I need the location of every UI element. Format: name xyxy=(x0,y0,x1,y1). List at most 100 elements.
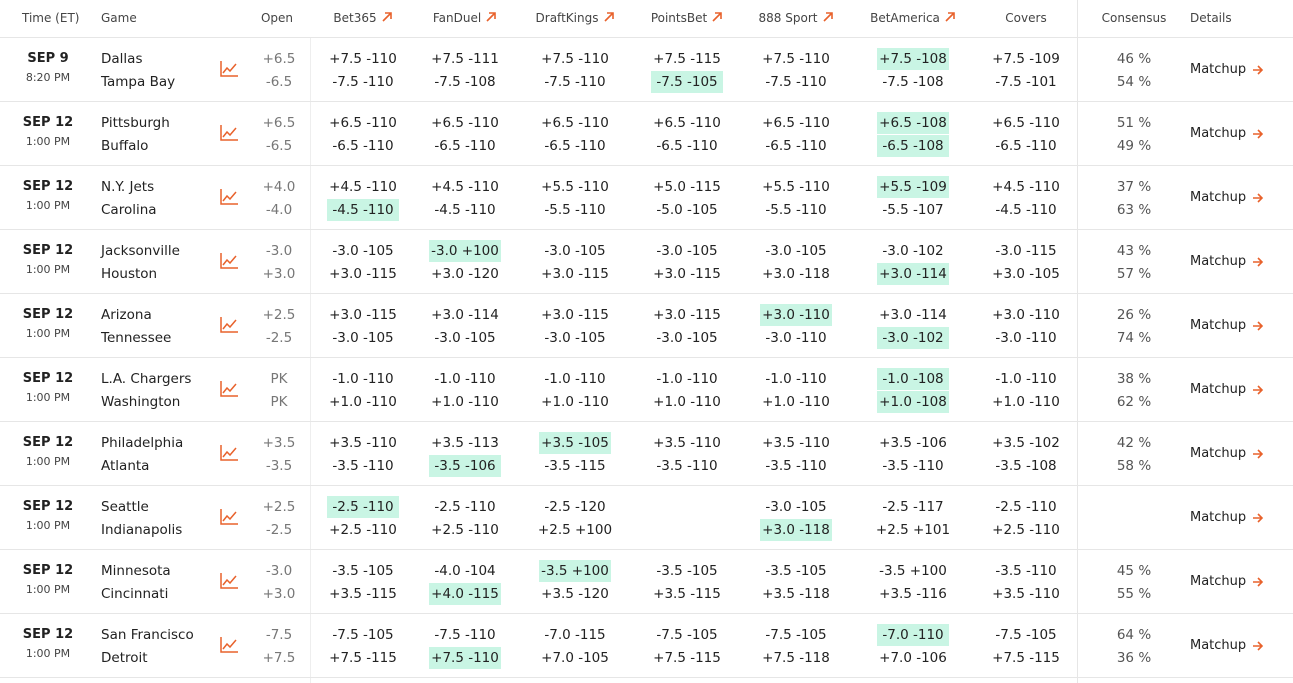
arrow-icon[interactable] xyxy=(1252,320,1264,332)
odds-line[interactable]: +3.0 -115 xyxy=(653,266,721,282)
external-link-icon[interactable] xyxy=(944,11,956,23)
odds-line[interactable]: +3.0 -110 xyxy=(992,307,1060,323)
odds-line[interactable]: -3.5 -115 xyxy=(544,458,606,474)
odds-line[interactable]: +3.5 -116 xyxy=(879,586,947,602)
odds-line[interactable]: -2.5 -117 xyxy=(882,499,944,515)
line-chart-icon[interactable] xyxy=(219,572,239,590)
odds-line[interactable]: +3.5 -110 xyxy=(653,435,721,451)
matchup-link[interactable]: Matchup xyxy=(1190,510,1247,525)
odds-line[interactable]: +6.5 -110 xyxy=(992,115,1060,131)
odds-line[interactable]: +2.5 -110 xyxy=(329,522,397,538)
odds-line[interactable]: +1.0 -110 xyxy=(762,394,830,410)
odds-line[interactable]: -2.5 -110 xyxy=(995,499,1057,515)
odds-line[interactable]: -1.0 -108 xyxy=(882,371,944,387)
odds-line[interactable]: +1.0 -110 xyxy=(653,394,721,410)
odds-line[interactable]: +3.5 -118 xyxy=(762,586,830,602)
odds-line[interactable]: +3.5 -110 xyxy=(992,586,1060,602)
matchup-link[interactable]: Matchup xyxy=(1190,254,1247,269)
odds-line[interactable]: -3.0 -105 xyxy=(544,330,606,346)
odds-line[interactable]: +6.5 -110 xyxy=(431,115,499,131)
odds-line[interactable]: -5.5 -110 xyxy=(544,202,606,218)
arrow-icon[interactable] xyxy=(1252,256,1264,268)
odds-line[interactable]: +5.5 -110 xyxy=(541,179,609,195)
arrow-icon[interactable] xyxy=(1252,576,1264,588)
odds-line[interactable]: -1.0 -110 xyxy=(765,371,827,387)
odds-line[interactable]: +1.0 -110 xyxy=(431,394,499,410)
odds-line[interactable]: -3.5 +100 xyxy=(541,563,609,579)
odds-line[interactable]: +3.0 -114 xyxy=(879,307,947,323)
odds-line[interactable]: -3.0 -105 xyxy=(765,243,827,259)
odds-line[interactable]: +2.5 -110 xyxy=(992,522,1060,538)
odds-line[interactable]: -1.0 -110 xyxy=(544,371,606,387)
odds-line[interactable]: +3.0 -114 xyxy=(431,307,499,323)
odds-line[interactable]: +1.0 -108 xyxy=(879,394,947,410)
odds-line[interactable]: -3.0 -110 xyxy=(765,330,827,346)
odds-line[interactable]: -7.5 -105 xyxy=(656,74,718,90)
odds-line[interactable]: +2.5 -110 xyxy=(431,522,499,538)
odds-line[interactable]: +4.5 -110 xyxy=(992,179,1060,195)
odds-line[interactable]: +7.5 -115 xyxy=(653,51,721,67)
odds-line[interactable]: +4.5 -110 xyxy=(431,179,499,195)
odds-line[interactable]: -3.5 +100 xyxy=(879,563,947,579)
odds-line[interactable]: -3.5 -105 xyxy=(656,563,718,579)
odds-line[interactable]: +1.0 -110 xyxy=(329,394,397,410)
odds-line[interactable]: -3.0 -105 xyxy=(544,243,606,259)
odds-line[interactable]: -1.0 -110 xyxy=(995,371,1057,387)
odds-line[interactable]: +3.5 -102 xyxy=(992,435,1060,451)
odds-line[interactable]: +3.0 -120 xyxy=(431,266,499,282)
odds-line[interactable]: +6.5 -110 xyxy=(329,115,397,131)
odds-line[interactable]: +3.0 -118 xyxy=(762,266,830,282)
header-book[interactable]: BetAmerica xyxy=(870,11,940,25)
matchup-link[interactable]: Matchup xyxy=(1190,382,1247,397)
odds-line[interactable]: -7.5 -108 xyxy=(882,74,944,90)
odds-line[interactable]: +6.5 -110 xyxy=(653,115,721,131)
odds-line[interactable]: +3.0 -115 xyxy=(541,307,609,323)
odds-line[interactable]: -7.0 -110 xyxy=(882,627,944,643)
odds-line[interactable]: +7.5 -110 xyxy=(762,51,830,67)
odds-line[interactable]: -6.5 -110 xyxy=(995,138,1057,154)
external-link-icon[interactable] xyxy=(381,11,393,23)
header-book[interactable]: FanDuel xyxy=(432,11,482,25)
odds-line[interactable]: -3.0 +100 xyxy=(431,243,499,259)
line-chart-icon[interactable] xyxy=(219,380,239,398)
line-chart-icon[interactable] xyxy=(219,444,239,462)
odds-line[interactable]: +7.5 -110 xyxy=(431,650,499,666)
odds-line[interactable]: -4.0 -104 xyxy=(434,563,496,579)
matchup-link[interactable]: Matchup xyxy=(1190,446,1247,461)
arrow-icon[interactable] xyxy=(1252,192,1264,204)
odds-line[interactable]: -2.5 -120 xyxy=(544,499,606,515)
odds-line[interactable]: +7.5 -109 xyxy=(992,51,1060,67)
odds-line[interactable]: +2.5 +101 xyxy=(875,522,951,538)
arrow-icon[interactable] xyxy=(1252,448,1264,460)
odds-line[interactable]: -3.0 -105 xyxy=(656,330,718,346)
odds-line[interactable]: -3.5 -105 xyxy=(332,563,394,579)
odds-line[interactable]: +3.5 -120 xyxy=(541,586,609,602)
odds-line[interactable]: -3.5 -110 xyxy=(995,563,1057,579)
odds-line[interactable]: +3.0 -118 xyxy=(762,522,830,538)
odds-line[interactable]: -7.5 -110 xyxy=(332,74,394,90)
line-chart-icon[interactable] xyxy=(219,124,239,142)
arrow-icon[interactable] xyxy=(1252,128,1264,140)
odds-line[interactable]: -4.5 -110 xyxy=(434,202,496,218)
odds-line[interactable]: +3.0 -115 xyxy=(329,307,397,323)
odds-line[interactable]: +6.5 -110 xyxy=(541,115,609,131)
line-chart-icon[interactable] xyxy=(219,508,239,526)
odds-line[interactable]: -3.5 -110 xyxy=(332,458,394,474)
odds-line[interactable]: +5.5 -110 xyxy=(762,179,830,195)
odds-line[interactable]: +3.5 -115 xyxy=(653,586,721,602)
odds-line[interactable]: -7.0 -115 xyxy=(544,627,606,643)
arrow-icon[interactable] xyxy=(1252,512,1264,524)
odds-line[interactable]: -6.5 -108 xyxy=(882,138,944,154)
matchup-link[interactable]: Matchup xyxy=(1190,638,1247,653)
odds-line[interactable]: -7.5 -110 xyxy=(544,74,606,90)
header-book[interactable]: DraftKings xyxy=(535,11,599,25)
odds-line[interactable]: -3.5 -110 xyxy=(882,458,944,474)
arrow-icon[interactable] xyxy=(1252,64,1264,76)
external-link-icon[interactable] xyxy=(822,11,834,23)
odds-line[interactable]: +3.5 -115 xyxy=(329,586,397,602)
odds-line[interactable]: +3.5 -110 xyxy=(762,435,830,451)
odds-line[interactable]: -6.5 -110 xyxy=(434,138,496,154)
odds-line[interactable]: -6.5 -110 xyxy=(544,138,606,154)
odds-line[interactable]: -5.5 -110 xyxy=(765,202,827,218)
odds-line[interactable]: -3.5 -106 xyxy=(434,458,496,474)
